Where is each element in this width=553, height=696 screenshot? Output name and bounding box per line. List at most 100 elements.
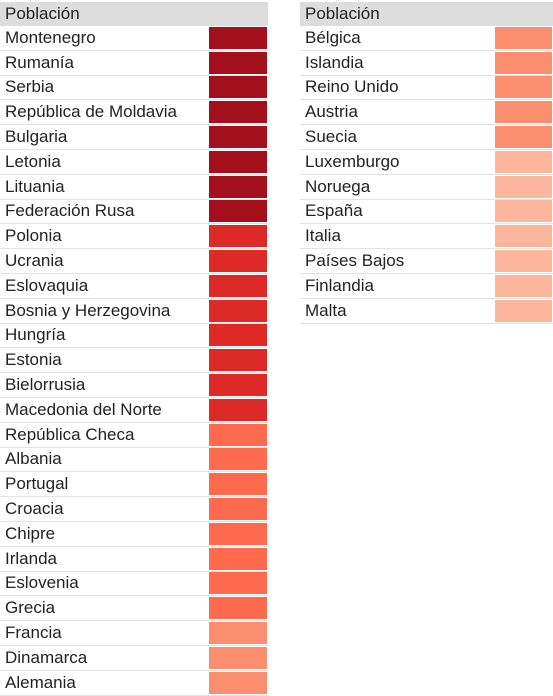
color-swatch xyxy=(495,101,552,124)
country-label: Países Bajos xyxy=(305,251,405,271)
country-label: República de Moldavia xyxy=(5,102,177,122)
color-swatch xyxy=(495,250,552,273)
table-rows: Montenegro Rumanía Serbia República de Mold… xyxy=(0,26,268,696)
country-label: Serbia xyxy=(5,77,55,97)
table-row: Croacia xyxy=(0,497,268,522)
color-swatch xyxy=(209,175,267,198)
country-label: Montenegro xyxy=(5,27,96,47)
table-row: Suecia xyxy=(300,125,553,150)
color-swatch xyxy=(209,398,267,421)
color-swatch xyxy=(209,126,267,149)
country-label: Chipre xyxy=(5,523,56,543)
color-swatch xyxy=(209,423,267,446)
color-swatch xyxy=(495,200,552,223)
color-swatch xyxy=(209,473,267,496)
color-swatch xyxy=(495,299,552,322)
table-row: Ucrania xyxy=(0,249,268,274)
country-label: Finlandia xyxy=(305,275,374,295)
table-row: Polonia xyxy=(0,224,268,250)
right-table: Población Bélgica Islandia Reino Unido Aust… xyxy=(300,2,553,324)
color-swatch xyxy=(209,349,267,372)
table-row: Lituania xyxy=(0,175,268,200)
country-label: Rumanía xyxy=(5,52,74,72)
table-row: Francia xyxy=(0,621,268,646)
country-label: Croacia xyxy=(5,499,64,519)
color-swatch xyxy=(209,101,267,124)
color-swatch xyxy=(495,274,552,297)
color-swatch xyxy=(209,547,267,570)
country-label: Albania xyxy=(5,449,62,469)
country-label: Alemania xyxy=(5,672,76,692)
table-row: Islandia xyxy=(300,51,553,76)
color-swatch xyxy=(495,150,552,173)
table-row: Portugal xyxy=(0,472,268,498)
color-swatch xyxy=(209,522,267,545)
color-swatch xyxy=(209,200,267,223)
table-row: República Checa xyxy=(0,423,268,448)
color-swatch xyxy=(495,126,552,149)
country-label: Estonia xyxy=(5,350,62,370)
country-label: Lituania xyxy=(5,176,65,196)
color-swatch xyxy=(209,225,267,248)
color-swatch xyxy=(209,274,267,297)
country-label: Suecia xyxy=(305,127,357,147)
table-row: Montenegro xyxy=(0,26,268,51)
table-row: Hungría xyxy=(0,324,268,349)
table-header: Población xyxy=(0,2,268,26)
table-row: Italia xyxy=(300,224,553,250)
table-header: Población xyxy=(300,2,553,26)
table-row: Federación Rusa xyxy=(0,200,268,225)
color-swatch xyxy=(209,622,267,645)
color-swatch xyxy=(495,26,552,49)
table-rows: Bélgica Islandia Reino Unido Austria Suecia L… xyxy=(300,26,553,324)
country-label: España xyxy=(305,201,363,221)
country-label: Malta xyxy=(305,300,347,320)
table-row: Rumanía xyxy=(0,51,268,76)
country-label: Bielorrusia xyxy=(5,375,86,395)
table-row: Eslovenia xyxy=(0,572,268,597)
color-swatch xyxy=(209,26,267,49)
country-label: Islandia xyxy=(305,52,364,72)
table-row: Luxemburgo xyxy=(300,150,553,175)
color-swatch xyxy=(209,671,267,694)
color-swatch xyxy=(209,299,267,322)
table-row: Dinamarca xyxy=(0,646,268,671)
table-row: Países Bajos xyxy=(300,249,553,274)
color-swatch xyxy=(495,225,552,248)
color-swatch xyxy=(209,51,267,74)
table-row: Serbia xyxy=(0,76,268,101)
table-row: Austria xyxy=(300,100,553,126)
country-label: Irlanda xyxy=(5,548,57,568)
country-label: Bélgica xyxy=(305,27,361,47)
color-swatch xyxy=(209,76,267,99)
table-row: Macedonia del Norte xyxy=(0,398,268,423)
table-row: Finlandia xyxy=(300,274,553,299)
country-label: Bulgaria xyxy=(5,127,68,147)
table-row: España xyxy=(300,200,553,225)
country-label: Federación Rusa xyxy=(5,201,135,221)
country-label: Polonia xyxy=(5,226,62,246)
table-row: Noruega xyxy=(300,175,553,200)
country-label: Portugal xyxy=(5,474,69,494)
color-swatch xyxy=(209,448,267,471)
table-row: Malta xyxy=(300,299,553,324)
country-label: Luxemburgo xyxy=(305,151,400,171)
table-row: Irlanda xyxy=(0,547,268,572)
color-swatch xyxy=(495,76,552,99)
country-label: Grecia xyxy=(5,598,56,618)
country-label: Noruega xyxy=(305,176,371,196)
country-label: Bosnia y Herzegovina xyxy=(5,300,171,320)
color-swatch xyxy=(209,498,267,521)
table-row: Alemania xyxy=(0,671,268,696)
color-swatch xyxy=(209,150,267,173)
country-label: Eslovenia xyxy=(5,573,79,593)
table-row: República de Moldavia xyxy=(0,100,268,126)
table-row: Grecia xyxy=(0,596,268,622)
country-label: Francia xyxy=(5,623,62,643)
table-row: Letonia xyxy=(0,150,268,175)
color-swatch xyxy=(209,646,267,669)
color-swatch xyxy=(209,250,267,273)
table-row: Reino Unido xyxy=(300,76,553,101)
table-row: Bielorrusia xyxy=(0,373,268,398)
country-label: Macedonia del Norte xyxy=(5,399,162,419)
